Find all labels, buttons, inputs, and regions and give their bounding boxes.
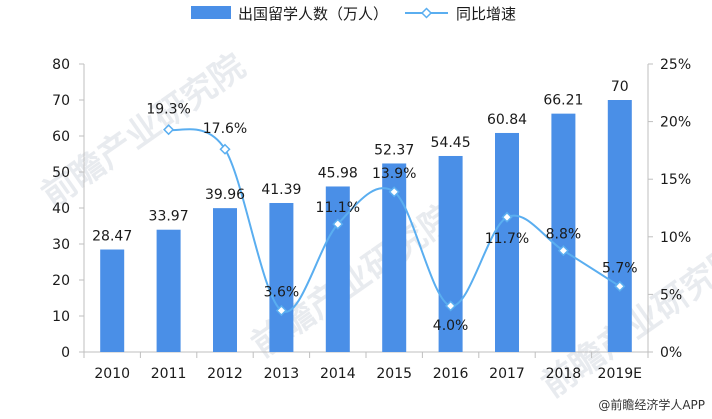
x-tick-label: 2015 <box>376 366 412 382</box>
bar-value-label: 54.45 <box>431 135 471 151</box>
bar-value-label: 28.47 <box>92 229 132 245</box>
source-credit: @前瞻经济学人APP <box>598 397 705 412</box>
line-value-label: 11.7% <box>485 231 529 247</box>
y-left-tick-label: 50 <box>52 165 70 181</box>
line-value-label: 17.6% <box>203 121 247 137</box>
line-point-marker <box>219 143 231 155</box>
line-value-label: 11.1% <box>316 200 360 216</box>
bar-value-label: 41.39 <box>261 182 301 198</box>
y-left-tick-label: 40 <box>52 201 70 217</box>
bar <box>213 208 237 352</box>
bar-value-label: 39.96 <box>205 187 245 203</box>
x-tick-label: 2012 <box>207 366 243 382</box>
line-layer <box>163 124 626 317</box>
y-right-tick-label: 0% <box>660 345 682 361</box>
line-value-label: 8.8% <box>546 227 582 243</box>
line-value-label: 13.9% <box>372 166 416 182</box>
bar <box>495 132 519 352</box>
line-point-marker <box>275 304 287 317</box>
x-tick-label: 2014 <box>320 366 356 382</box>
y-right-tick-label: 5% <box>660 287 682 303</box>
bar <box>269 202 294 352</box>
bar-value-label: 70 <box>611 79 629 95</box>
bar <box>551 113 576 352</box>
bar-value-label: 66.21 <box>543 93 583 109</box>
legend-bar-swatch <box>191 6 231 19</box>
legend-line-label: 同比增速 <box>456 5 516 23</box>
bar <box>156 229 181 352</box>
x-tick-label: 2011 <box>151 366 187 382</box>
y-right-tick-label: 15% <box>660 172 691 188</box>
bar-value-label: 45.98 <box>318 165 358 181</box>
labels-layer: 28.47 33.97 39.96 41.39 45.98 52.37 54.45 60.84… <box>92 79 637 334</box>
line-value-label: 4.0% <box>433 318 469 334</box>
line-value-label: 19.3% <box>146 102 190 118</box>
bar <box>607 100 632 352</box>
bar <box>100 249 125 352</box>
x-tick-label: 2017 <box>489 366 525 382</box>
y-right-tick-label: 25% <box>660 57 691 73</box>
line-point-marker <box>557 245 569 257</box>
y-left-tick-label: 10 <box>52 309 70 325</box>
y-left-tick-label: 80 <box>52 57 70 73</box>
y-right-tick-label: 10% <box>660 230 691 246</box>
x-tick-label: 2018 <box>546 366 582 382</box>
bar-value-label: 33.97 <box>149 209 189 225</box>
line-point-marker <box>332 218 344 230</box>
line-point-marker <box>501 211 513 223</box>
line-point-marker <box>445 300 457 312</box>
legend-line-marker <box>420 7 433 19</box>
bar-value-label: 52.37 <box>374 142 414 158</box>
bar <box>438 155 463 352</box>
y-left-tick-label: 60 <box>52 129 70 145</box>
y-right-tick-label: 20% <box>660 115 691 131</box>
line-point-marker <box>163 124 175 136</box>
line-point-marker <box>614 280 626 292</box>
y-left-tick-label: 70 <box>52 93 70 109</box>
x-tick-label: 2016 <box>433 366 469 382</box>
bars-layer <box>100 100 632 352</box>
line-point-marker <box>388 186 400 198</box>
x-tick-label: 2010 <box>94 366 130 382</box>
bar-value-label: 60.84 <box>487 112 527 128</box>
x-tick-label: 2013 <box>264 366 300 382</box>
y-left-tick-label: 30 <box>52 237 70 253</box>
legend: 出国留学人数（万人） 同比增速 <box>191 5 516 23</box>
x-tick-label: 2019E <box>598 366 642 382</box>
y-left-tick-label: 0 <box>61 345 70 361</box>
legend-bar-label: 出国留学人数（万人） <box>238 5 388 23</box>
line-value-label: 3.6% <box>264 285 300 301</box>
y-left-tick-label: 20 <box>52 273 70 289</box>
line-value-label: 5.7% <box>602 260 638 276</box>
